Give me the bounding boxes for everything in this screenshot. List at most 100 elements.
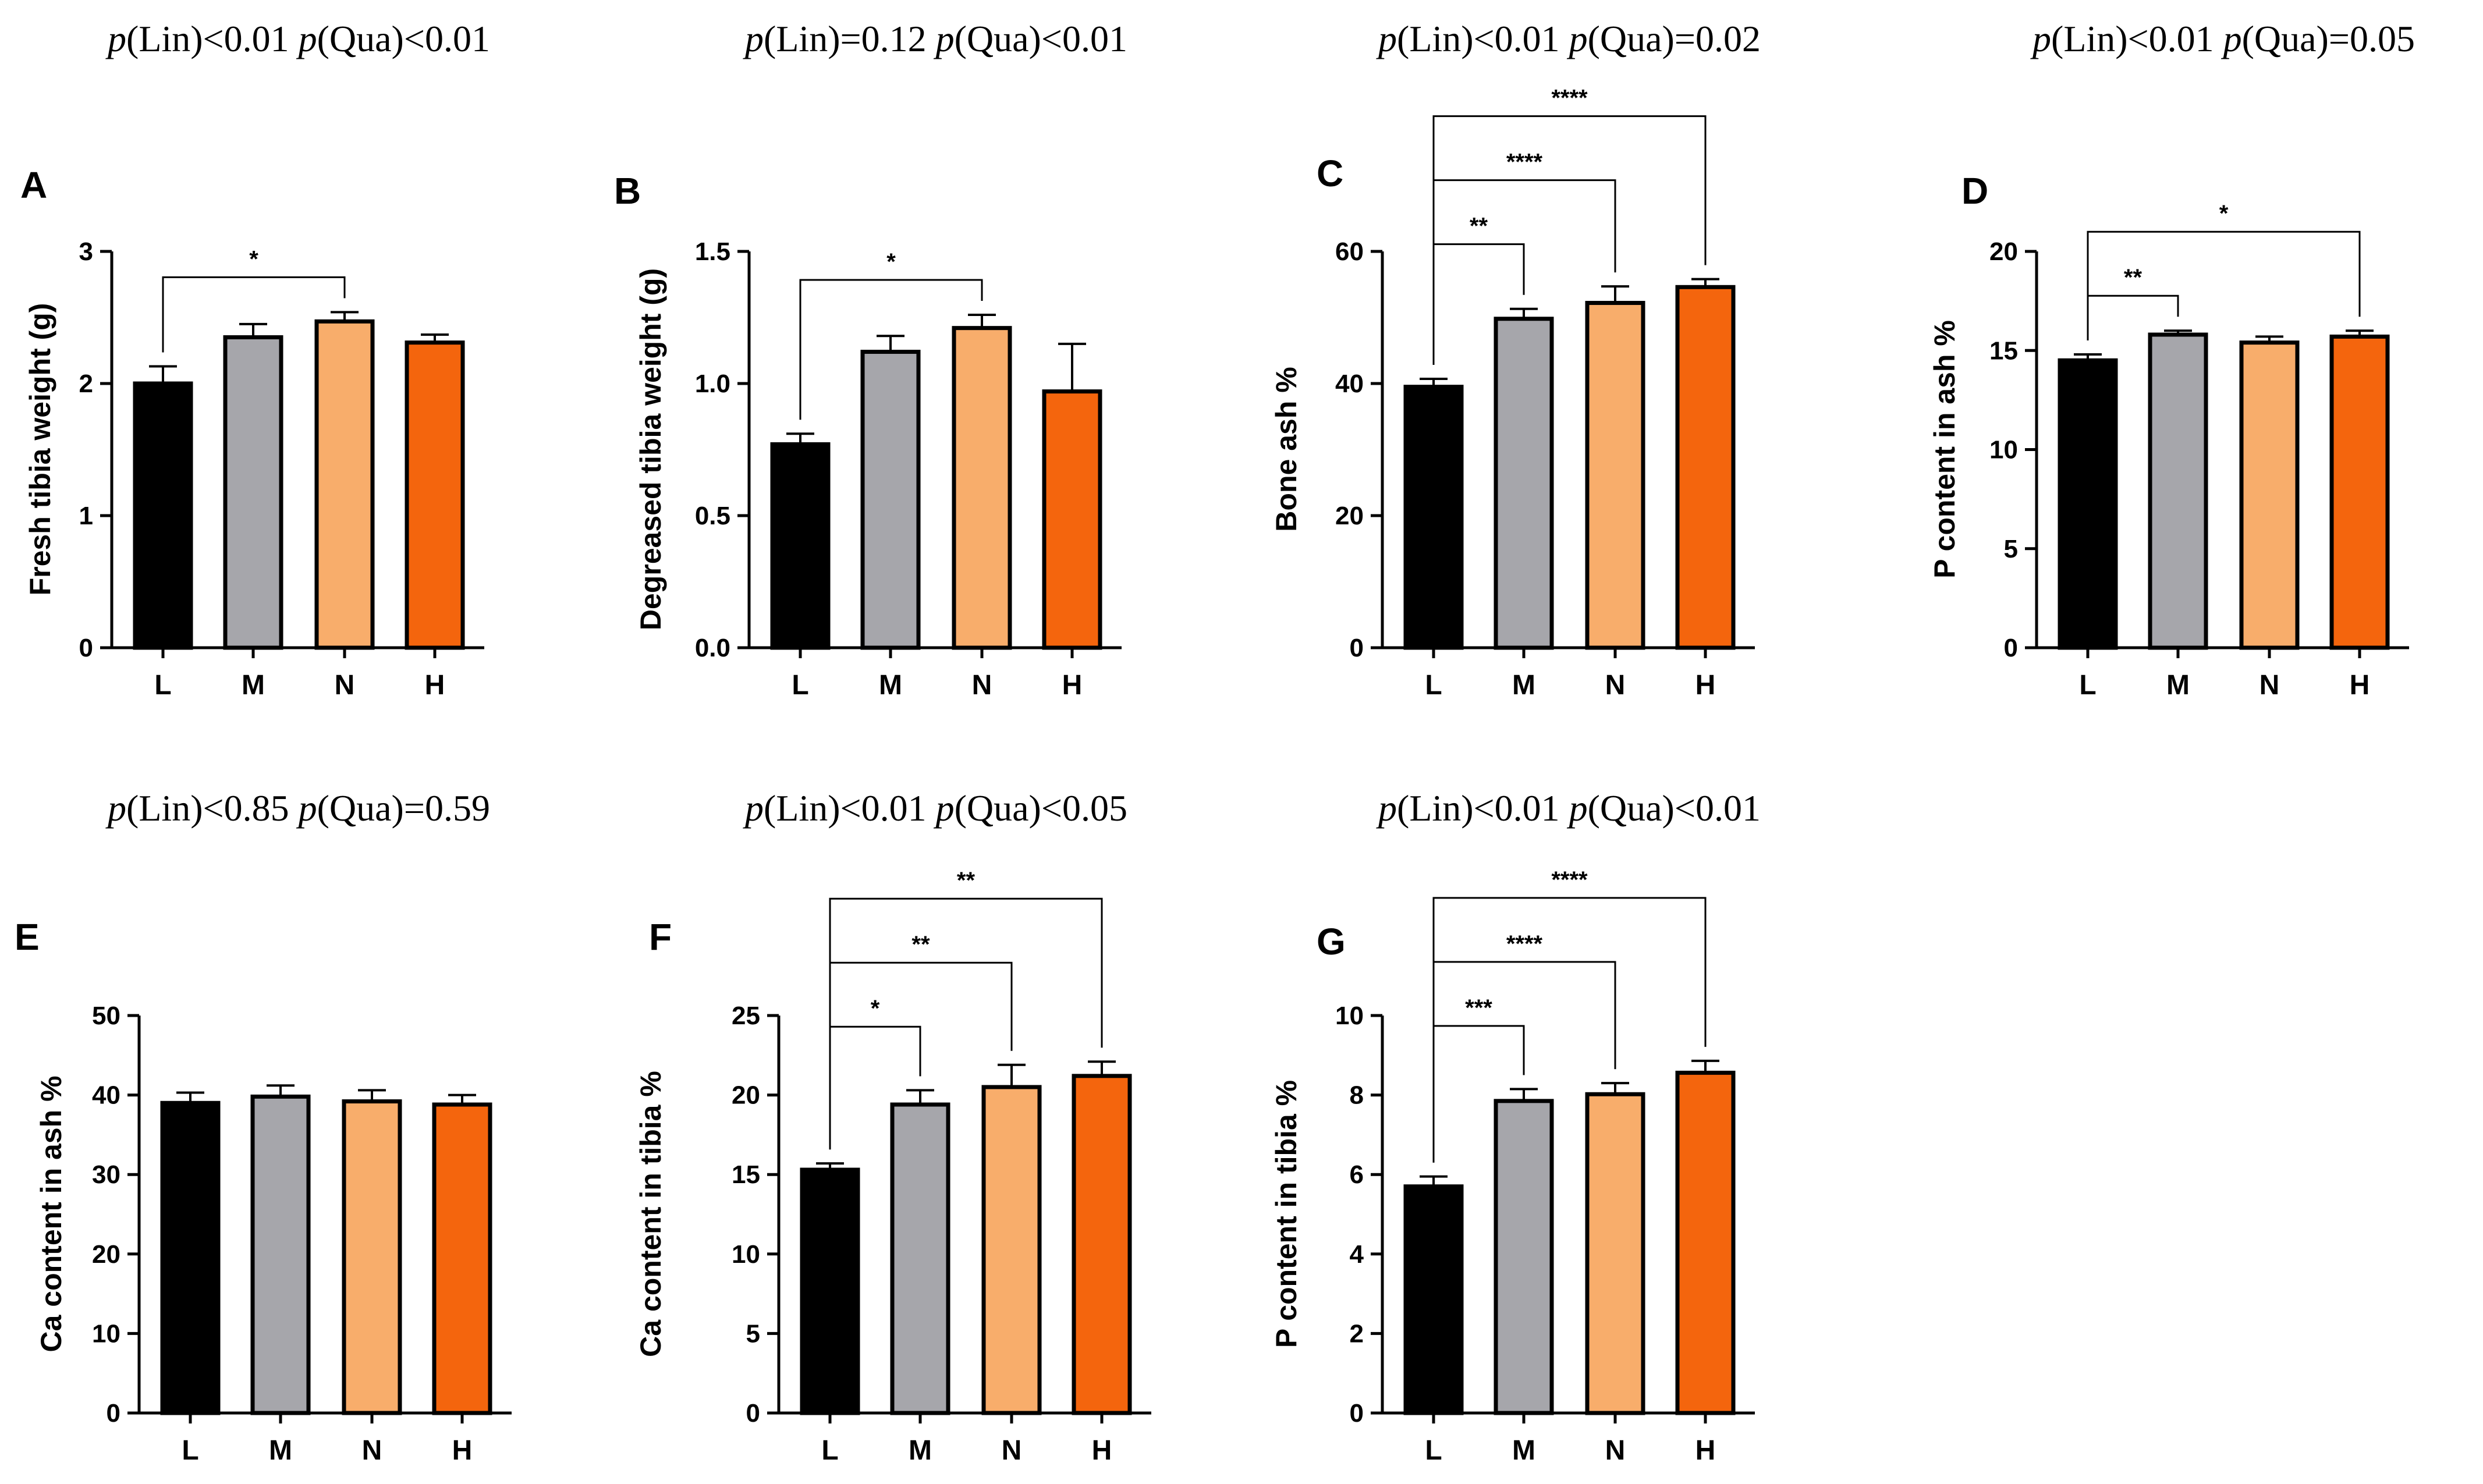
y-tick-label: 10 xyxy=(732,1240,760,1269)
bar-n xyxy=(952,326,1012,650)
x-tick-label-n: N xyxy=(2259,670,2280,701)
p-qua-symbol: p xyxy=(934,18,955,59)
p-lin-value: (Lin)<0.01 xyxy=(2051,18,2223,59)
y-tick-label: 1.5 xyxy=(695,237,730,266)
p-lin-symbol: p xyxy=(105,18,126,59)
bar-h xyxy=(432,1102,492,1415)
y-tick-label: 10 xyxy=(92,1319,120,1348)
bar-m xyxy=(250,1094,311,1415)
y-tick-label: 30 xyxy=(92,1160,120,1189)
p-qua-symbol: p xyxy=(934,787,955,829)
significance-stars: ** xyxy=(911,932,930,957)
x-tick-label-l: L xyxy=(1425,670,1442,701)
bar-h xyxy=(1042,389,1102,650)
significance-stars: **** xyxy=(1551,86,1588,111)
p-value-text: p(Lin)<0.01 p(Qua)<0.01 xyxy=(1376,787,1761,829)
significance-stars: *** xyxy=(1465,995,1492,1021)
p-value-text: p(Lin)<0.85 p(Qua)=0.59 xyxy=(105,787,490,829)
y-tick-label: 40 xyxy=(92,1081,120,1110)
y-tick-label: 4 xyxy=(1350,1240,1364,1269)
x-tick-label-n: N xyxy=(1605,1435,1626,1466)
y-axis-label: Fresh tibia weight (g) xyxy=(24,303,56,596)
bar-n xyxy=(342,1099,402,1415)
y-tick-label: 3 xyxy=(79,237,93,266)
significance-stars: **** xyxy=(1506,931,1543,957)
bar-l xyxy=(1403,385,1464,650)
x-tick-label-h: H xyxy=(1092,1435,1112,1466)
p-lin-value: (Lin)<0.01 xyxy=(764,787,936,829)
y-tick-label: 0 xyxy=(2004,634,2018,662)
x-tick-label-l: L xyxy=(2079,670,2096,701)
x-tick-label-m: M xyxy=(242,670,265,701)
y-tick-label: 0.0 xyxy=(695,634,730,662)
significance-bracket xyxy=(1432,115,1707,365)
p-qua-value: (Qua)<0.05 xyxy=(955,787,1127,829)
p-lin-value: (Lin)=0.12 xyxy=(764,18,936,59)
y-axis-label: Ca content in tibia % xyxy=(634,1071,667,1357)
significance-stars: ** xyxy=(1470,214,1488,239)
bar-h xyxy=(1675,1070,1736,1415)
p-lin-symbol: p xyxy=(105,787,126,829)
panel-label: C xyxy=(1317,152,1343,194)
bar-l xyxy=(160,1100,221,1415)
p-value-text: p(Lin)<0.01 p(Qua)<0.01 xyxy=(105,18,490,59)
y-tick-label: 0 xyxy=(746,1399,760,1428)
bar-h xyxy=(2329,334,2390,650)
significance-stars: **** xyxy=(1551,867,1588,893)
p-qua-value: (Qua)<0.01 xyxy=(317,18,490,59)
p-lin-symbol: p xyxy=(2030,18,2051,59)
significance-stars: * xyxy=(249,246,258,272)
y-tick-label: 1 xyxy=(79,502,93,530)
panel-label: A xyxy=(20,164,47,206)
panel-label: D xyxy=(1961,170,1988,212)
p-lin-symbol: p xyxy=(1376,787,1397,829)
x-tick-label-h: H xyxy=(425,670,445,701)
p-lin-value: (Lin)<0.01 xyxy=(1397,18,1569,59)
p-qua-value: (Qua)=0.02 xyxy=(1588,18,1761,59)
y-tick-label: 0 xyxy=(107,1399,120,1428)
bar-m xyxy=(1494,317,1554,650)
significance-bracket xyxy=(162,276,346,353)
p-lin-symbol: p xyxy=(743,18,764,59)
x-tick-label-h: H xyxy=(452,1435,473,1466)
panel-label: E xyxy=(15,916,40,958)
significance-stars: * xyxy=(871,996,880,1021)
y-tick-label: 50 xyxy=(92,1002,120,1030)
y-tick-label: 60 xyxy=(1335,237,1364,266)
bar-l xyxy=(2058,358,2118,650)
x-tick-label-m: M xyxy=(1512,1435,1535,1466)
p-value-text: p(Lin)<0.01 p(Qua)<0.05 xyxy=(743,787,1127,829)
y-axis-label: Bone ash % xyxy=(1270,367,1303,531)
x-tick-label-l: L xyxy=(154,670,171,701)
bar-n xyxy=(1585,1092,1645,1415)
x-tick-label-m: M xyxy=(1512,670,1535,701)
x-tick-label-l: L xyxy=(792,670,808,701)
panel-label: B xyxy=(614,170,641,212)
y-tick-label: 2 xyxy=(1350,1319,1364,1348)
bar-m xyxy=(1494,1099,1554,1415)
p-qua-symbol: p xyxy=(296,787,317,829)
bar-n xyxy=(1585,301,1645,650)
p-qua-value: (Qua)=0.05 xyxy=(2242,18,2415,59)
x-tick-label-m: M xyxy=(879,670,902,701)
y-axis-label: Degreased tibia weight (g) xyxy=(634,268,667,630)
bar-n xyxy=(314,319,375,650)
p-qua-symbol: p xyxy=(2221,18,2242,59)
bar-h xyxy=(1675,285,1736,650)
significance-bracket xyxy=(799,279,983,420)
bar-m xyxy=(223,335,283,650)
significance-stars: ** xyxy=(957,868,976,893)
x-tick-label-l: L xyxy=(182,1435,198,1466)
x-tick-label-m: M xyxy=(909,1435,932,1466)
bar-h xyxy=(1072,1074,1132,1415)
x-tick-label-n: N xyxy=(1002,1435,1022,1466)
y-tick-label: 2 xyxy=(79,370,93,398)
p-lin-value: (Lin)<0.01 xyxy=(1397,787,1569,829)
x-tick-label-n: N xyxy=(335,670,355,701)
p-value-text: p(Lin)<0.01 p(Qua)=0.05 xyxy=(2030,18,2415,59)
